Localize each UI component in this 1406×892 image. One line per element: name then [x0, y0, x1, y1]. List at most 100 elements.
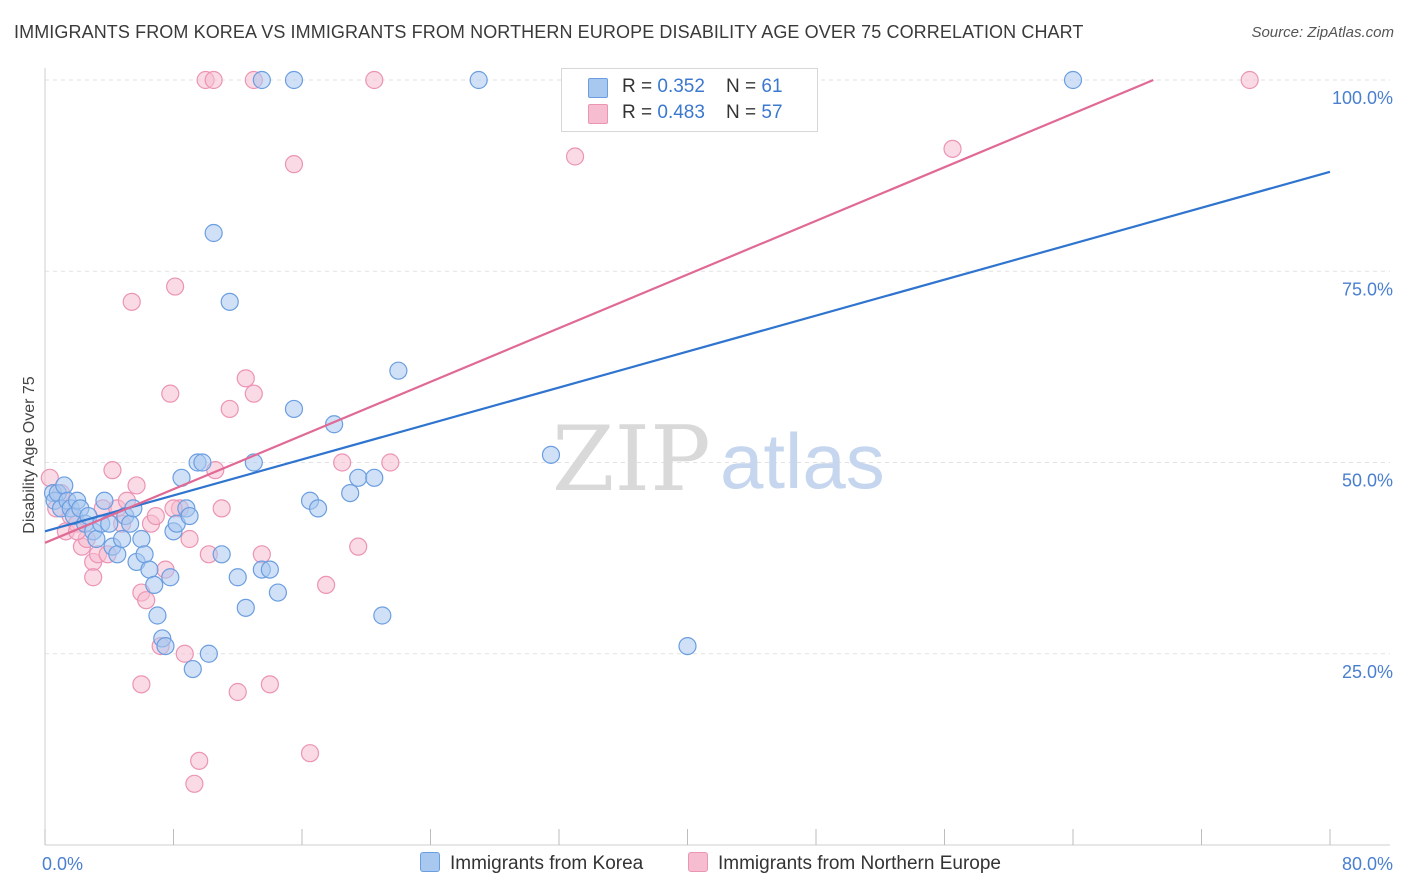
- bottom-legend-swatch-neurope: [688, 852, 708, 872]
- bottom-legend-korea: Immigrants from Korea: [420, 852, 643, 875]
- point-neurope: [84, 568, 103, 587]
- legend-r-value-korea: 0.352: [657, 76, 705, 97]
- point-korea: [284, 70, 304, 90]
- bottom-legend-swatch-korea: [420, 852, 440, 872]
- point-korea: [389, 361, 408, 380]
- point-neurope: [260, 675, 279, 694]
- point-neurope: [161, 384, 180, 403]
- point-neurope: [180, 529, 199, 549]
- point-neurope: [349, 537, 368, 556]
- point-neurope: [220, 399, 239, 419]
- point-neurope: [284, 155, 304, 174]
- series-northern-europe: [40, 70, 1259, 793]
- y-tick-label: 75.0%: [1342, 279, 1393, 299]
- point-korea: [212, 545, 231, 564]
- point-neurope: [1240, 70, 1259, 90]
- point-korea: [252, 70, 271, 90]
- point-korea: [349, 468, 368, 487]
- y-tick-label: 25.0%: [1342, 662, 1393, 682]
- point-korea: [135, 545, 154, 564]
- y-axis-title: Disability Age Over 75: [21, 376, 38, 534]
- point-neurope: [175, 644, 194, 663]
- point-korea: [161, 568, 180, 587]
- point-korea: [145, 575, 164, 595]
- point-neurope: [252, 545, 271, 564]
- x-tick-label-max: 80.0%: [1342, 854, 1393, 874]
- point-korea: [373, 606, 392, 625]
- trend-line-neurope: [44, 78, 1154, 544]
- point-korea: [55, 476, 74, 495]
- legend-r-label: R =: [622, 76, 658, 97]
- point-korea: [140, 560, 159, 579]
- tick-labels: 25.0% 50.0% 75.0% 100.0% 0.0% 80.0%: [42, 88, 1393, 874]
- point-neurope: [565, 147, 585, 166]
- correlation-legend: R = 0.352 N = 61 R = 0.483 N = 57: [561, 68, 818, 132]
- point-korea: [228, 568, 247, 587]
- point-neurope: [127, 476, 146, 495]
- point-neurope: [166, 277, 185, 296]
- point-korea: [268, 583, 288, 602]
- legend-n-label: N =: [726, 76, 762, 97]
- point-korea: [156, 636, 175, 656]
- bottom-legend-label-korea: Immigrants from Korea: [450, 853, 644, 874]
- point-korea: [121, 514, 140, 533]
- point-korea: [183, 659, 202, 679]
- y-tick-label: 50.0%: [1342, 471, 1393, 491]
- point-korea: [193, 453, 212, 472]
- legend-swatch-korea: [588, 78, 608, 98]
- point-korea: [108, 545, 127, 564]
- watermark-atlas: atlas: [720, 417, 885, 505]
- point-neurope: [204, 70, 223, 90]
- point-korea: [220, 292, 239, 311]
- point-korea: [541, 445, 561, 464]
- point-neurope: [943, 139, 962, 158]
- point-neurope: [236, 369, 255, 388]
- point-korea: [199, 644, 218, 663]
- point-korea: [308, 499, 328, 518]
- source-label: Source: ZipAtlas.com: [1251, 24, 1394, 41]
- point-neurope: [381, 453, 400, 472]
- point-korea: [365, 468, 384, 487]
- trend-line-korea: [44, 170, 1331, 533]
- chart-title: IMMIGRANTS FROM KOREA VS IMMIGRANTS FROM…: [14, 22, 1084, 42]
- point-neurope: [146, 506, 165, 526]
- legend-n-label: N =: [726, 102, 762, 123]
- grid-lines: [45, 79, 1390, 655]
- bottom-legend-label-neurope: Immigrants from Northern Europe: [718, 853, 1001, 874]
- point-korea: [95, 491, 114, 510]
- watermark-zip: ZIP: [552, 407, 711, 512]
- point-korea: [469, 70, 488, 90]
- point-neurope: [137, 591, 156, 610]
- point-korea: [284, 399, 304, 419]
- point-neurope: [365, 70, 384, 90]
- legend-swatch-neurope: [588, 104, 608, 124]
- series-korea: [43, 70, 1083, 679]
- point-korea: [112, 529, 132, 549]
- point-korea: [678, 636, 697, 656]
- point-korea: [236, 598, 255, 617]
- point-korea: [1063, 70, 1083, 90]
- point-korea: [341, 484, 360, 503]
- watermark: ZIP atlas: [552, 407, 885, 512]
- point-neurope: [190, 751, 209, 770]
- x-tick-label-min: 0.0%: [42, 854, 83, 874]
- legend-n-value-korea: 61: [761, 76, 783, 97]
- point-korea: [260, 560, 279, 579]
- y-tick-label: 100.0%: [1332, 88, 1393, 108]
- legend-r-value-neurope: 0.483: [657, 102, 705, 123]
- point-korea: [132, 529, 151, 549]
- point-neurope: [212, 499, 231, 518]
- point-neurope: [185, 774, 204, 793]
- point-korea: [87, 529, 106, 549]
- point-neurope: [103, 461, 122, 480]
- point-korea: [148, 606, 167, 625]
- trend-lines: [44, 78, 1331, 544]
- point-neurope: [228, 682, 247, 702]
- point-korea: [204, 223, 223, 243]
- point-korea: [180, 506, 199, 526]
- bottom-legend-neurope: Immigrants from Northern Europe: [688, 852, 1001, 875]
- legend-n-value-neurope: 57: [761, 102, 783, 123]
- axes: [44, 68, 1390, 846]
- point-neurope: [300, 744, 320, 763]
